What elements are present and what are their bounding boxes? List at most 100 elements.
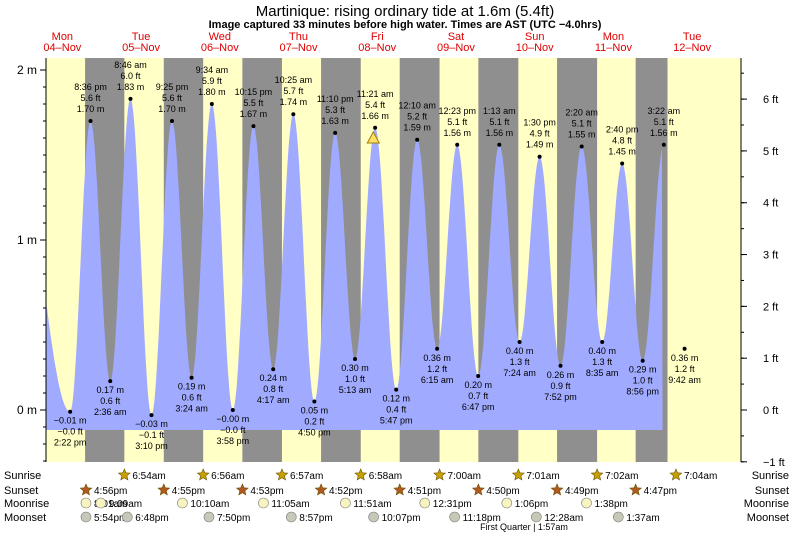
tide-extreme-dot <box>415 137 420 142</box>
tide-extreme-dot <box>88 119 93 123</box>
high-tide-meters: 1.45 m <box>608 147 636 157</box>
high-tide-time: 11:21 am <box>357 89 394 99</box>
high-tide-time: 2:20 am <box>565 108 598 118</box>
tide-extreme-dot <box>108 379 113 384</box>
tide-extreme-dot <box>169 119 174 123</box>
day-of-week-label: Wed <box>209 31 231 43</box>
moonrise-time: 1:06pm <box>515 499 548 510</box>
moonrise-time: 9:09am <box>109 499 142 510</box>
tide-extreme-dot <box>209 102 214 106</box>
sunset-time: 4:52pm <box>329 486 362 497</box>
moon-icon <box>203 511 215 523</box>
tide-extreme-dot <box>497 142 502 147</box>
low-tide-feet: −0.0 ft <box>57 427 83 437</box>
sun-star-icon <box>511 468 525 481</box>
day-date-label: 12–Nov <box>673 42 711 54</box>
low-tide-meters: 0.17 m <box>96 385 124 395</box>
low-tide-feet: 0.6 ft <box>100 396 121 406</box>
tide-extreme-dot <box>537 154 542 159</box>
tide-extreme-dot <box>251 124 256 129</box>
high-tide-meters: 1.63 m <box>321 116 349 126</box>
moonset-time: 7:50pm <box>217 513 250 524</box>
sunset-time: 4:51pm <box>408 486 441 497</box>
sunrise-time: 6:57am <box>290 471 323 482</box>
moonrise-row-label: Moonrise <box>4 498 49 510</box>
low-tide-meters: 0.36 m <box>671 353 699 363</box>
day-date-label: 05–Nov <box>122 42 160 54</box>
low-tide-feet: 1.3 ft <box>592 357 613 367</box>
day-of-week-label: Tue <box>683 31 702 43</box>
sun-star-icon <box>433 468 447 481</box>
sun-star-icon <box>550 483 564 496</box>
high-tide-time: 8:46 am <box>114 60 147 70</box>
low-tide-feet: 0.2 ft <box>304 417 325 427</box>
low-tide-time: 3:24 am <box>175 404 208 414</box>
low-tide-meters: −0.00 m <box>216 414 249 424</box>
low-tide-meters: 0.24 m <box>259 373 287 383</box>
moonrise-row-label-right: Moonrise <box>744 498 789 510</box>
moonset-time: 6:48pm <box>135 513 168 524</box>
high-tide-feet: 5.1 ft <box>654 117 675 127</box>
moonset-time: 1:37am <box>626 513 659 524</box>
low-tide-feet: 0.6 ft <box>182 393 203 403</box>
high-tide-time: 9:34 am <box>196 65 229 75</box>
tide-curve <box>46 98 663 430</box>
high-tide-time: 10:15 pm <box>235 87 273 97</box>
high-tide-time: 11:10 pm <box>317 94 354 104</box>
high-tide-time: 12:23 pm <box>438 106 476 116</box>
day-of-week-label: Sun <box>525 31 545 43</box>
high-tide-meters: 1.56 m <box>650 128 678 138</box>
sunrise-row-label: Sunrise <box>4 470 41 482</box>
moon-icon <box>449 511 460 523</box>
moonset-time: 8:57pm <box>299 513 332 524</box>
moon-icon <box>122 511 133 523</box>
tide-extreme-dot <box>149 413 154 418</box>
sunset-time: 4:53pm <box>250 486 283 497</box>
low-tide-time: 2:22 pm <box>54 438 87 448</box>
high-tide-feet: 5.4 ft <box>365 100 386 110</box>
tide-extreme-dot <box>68 409 73 414</box>
moonrise-time: 8:01am <box>94 499 127 510</box>
day-date-label: 10–Nov <box>516 42 554 54</box>
sun-star-icon <box>629 483 643 496</box>
low-tide-time: 5:13 am <box>339 385 372 395</box>
moon-icon <box>95 497 107 509</box>
tide-extreme-dot <box>455 142 460 147</box>
high-tide-time: 1:30 pm <box>523 118 556 128</box>
day-date-label: 06–Nov <box>201 42 239 54</box>
sunset-row-label: Sunset <box>4 485 38 497</box>
low-tide-meters: 0.40 m <box>506 346 534 356</box>
low-tide-time: 8:56 pm <box>626 387 659 397</box>
sun-star-icon <box>157 483 171 496</box>
low-tide-time: 3:10 pm <box>135 441 168 451</box>
moonset-time: 11:18pm <box>463 513 501 524</box>
day-of-week-label: Thu <box>289 31 308 43</box>
tide-extreme-dot <box>333 130 338 135</box>
high-tide-meters: 1.83 m <box>117 82 145 92</box>
low-tide-time: 3:58 pm <box>217 436 250 446</box>
low-tide-feet: 1.2 ft <box>427 364 448 374</box>
high-tide-feet: 5.1 ft <box>572 119 593 129</box>
tide-extreme-dot <box>189 375 194 380</box>
right-axis-tick-label: 4 ft <box>763 198 778 210</box>
low-tide-feet: 1.3 ft <box>510 357 531 367</box>
right-axis-tick-label: 0 ft <box>763 405 778 417</box>
tide-extreme-dot <box>558 363 563 368</box>
sunrise-time: 7:04am <box>684 471 717 482</box>
high-tide-time: 9:25 pm <box>156 82 189 92</box>
sunrise-time: 6:58am <box>369 471 402 482</box>
high-tide-time: 12:10 am <box>398 101 436 111</box>
tide-extreme-dot <box>435 346 440 351</box>
day-date-label: 04–Nov <box>43 42 81 54</box>
low-tide-feet: 1.0 ft <box>345 374 366 384</box>
sunset-time: 4:56pm <box>94 486 127 497</box>
high-tide-meters: 1.56 m <box>486 128 514 138</box>
sunrise-time: 7:00am <box>448 471 481 482</box>
tide-extreme-dot <box>682 346 687 351</box>
tide-extreme-dot <box>517 340 522 344</box>
right-axis-tick-label: 3 ft <box>763 250 778 262</box>
low-tide-meters: 0.12 m <box>382 394 410 404</box>
low-tide-meters: −0.01 m <box>54 416 87 426</box>
sunrise-time: 7:02am <box>605 471 638 482</box>
